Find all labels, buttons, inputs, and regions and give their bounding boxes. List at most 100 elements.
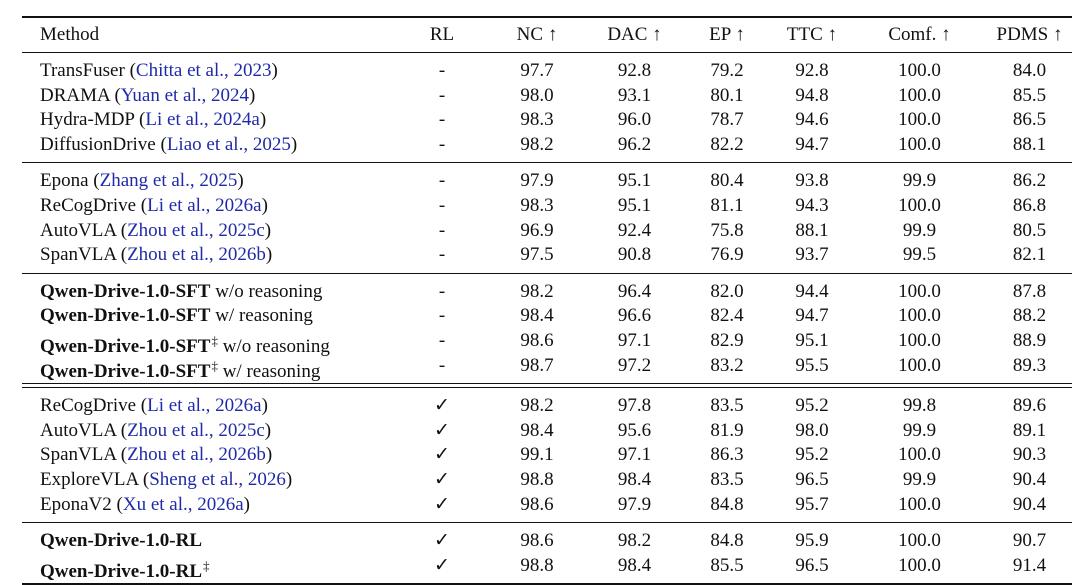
citation-link[interactable]: Zhou et al., 2026b — [127, 444, 266, 466]
cell-ep: 82.0 — [710, 280, 744, 302]
cell-dac: 97.2 — [617, 354, 652, 376]
cell-ep: 80.4 — [710, 170, 744, 192]
cell-rl: - — [438, 133, 446, 155]
method-cell: Qwen-Drive-1.0-SFT w/o reasoning — [40, 280, 322, 305]
table-row: Qwen-Drive-1.0-SFT w/ reasoning - 98.4 96.6… — [22, 304, 1072, 329]
group-separator-rule — [22, 52, 1072, 53]
citation-link[interactable]: Yuan et al., 2024 — [120, 84, 249, 106]
citation-link[interactable]: Chitta et al., 2023 — [135, 60, 272, 81]
cell-nc: 97.9 — [520, 170, 554, 192]
citation-link[interactable]: Sheng et al., 2026 — [149, 468, 286, 490]
group-separator-rule — [22, 162, 1072, 164]
cell-rl: - — [438, 84, 446, 106]
header-row: Method RL NC ↑ DAC ↑ EP ↑ TTC ↑ Comf. ↑ … — [22, 18, 1072, 52]
cell-pdms: 90.3 — [1012, 444, 1047, 466]
cell-pdms: 88.9 — [1012, 329, 1047, 351]
method-cell: ReCogDrive (Li et al., 2026a) — [40, 194, 268, 216]
table-row: SpanVLA (Zhou et al., 2026b) ✓ 99.1 97.1 86.… — [22, 443, 1072, 468]
results-table: Method RL NC ↑ DAC ↑ EP ↑ TTC ↑ Comf. ↑ … — [22, 16, 1072, 585]
cell-ep: 83.2 — [710, 354, 744, 376]
cell-nc: 98.3 — [520, 194, 554, 216]
cell-dac: 98.4 — [617, 554, 652, 576]
cell-pdms: 90.4 — [1012, 493, 1047, 515]
citation-link[interactable]: Zhang et al., 2025 — [99, 170, 238, 192]
cell-dac: 96.2 — [617, 133, 652, 155]
table-row: SpanVLA (Zhou et al., 2026b) - 97.5 90.8 76.… — [22, 243, 1072, 268]
group-separator-rule — [22, 522, 1072, 524]
table-row: DRAMA (Yuan et al., 2024) - 98.0 93.1 80.1 94… — [22, 84, 1072, 109]
cell-dac: 93.1 — [617, 84, 652, 106]
header-dac: DAC ↑ — [607, 24, 662, 45]
cell-comf: 99.9 — [902, 219, 937, 241]
method-name: SpanVLA — [40, 444, 116, 466]
cell-rl: - — [438, 170, 446, 192]
method-cell: SpanVLA (Zhou et al., 2026b) — [40, 244, 273, 266]
citation-link[interactable]: Zhou et al., 2025c — [127, 219, 265, 241]
table-row: TransFuser (Chitta et al., 2023) - 97.7 92.… — [22, 59, 1072, 84]
cell-ttc: 94.8 — [795, 84, 829, 106]
cell-ttc: 94.7 — [795, 133, 829, 155]
cell-ep: 82.2 — [710, 133, 744, 155]
cell-ep: 80.1 — [710, 84, 744, 106]
cell-ep: 84.8 — [710, 530, 744, 552]
cell-ep: 75.8 — [710, 219, 744, 241]
cell-ep: 82.9 — [710, 329, 744, 351]
method-name: Qwen-Drive-1.0-SFT — [40, 280, 211, 302]
method-cell: Qwen-Drive-1.0-RL — [40, 529, 202, 554]
cell-rl: ✓ — [434, 444, 450, 466]
cell-comf: 100.0 — [898, 133, 941, 155]
cell-pdms: 88.2 — [1012, 305, 1047, 327]
cell-nc: 98.4 — [520, 419, 554, 441]
cell-comf: 100.0 — [898, 84, 941, 106]
cell-ttc: 93.8 — [795, 170, 829, 192]
citation-link[interactable]: Zhou et al., 2025c — [127, 419, 265, 441]
header-method: Method — [40, 24, 100, 45]
citation-link[interactable]: Li et al., 2024a — [145, 109, 260, 131]
cell-nc: 98.8 — [520, 468, 554, 490]
cell-comf: 100.0 — [898, 329, 941, 351]
citation-link[interactable]: Li et al., 2026a — [147, 194, 262, 216]
method-name: DRAMA — [40, 84, 110, 106]
cell-ttc: 94.6 — [795, 109, 829, 131]
citation-link[interactable]: Liao et al., 2025 — [166, 133, 291, 155]
cell-dac: 97.1 — [617, 329, 652, 351]
method-name: ReCogDrive — [40, 395, 137, 417]
citation-link[interactable]: Xu et al., 2026a — [122, 493, 244, 515]
method-name: Qwen-Drive-1.0-SFT — [40, 360, 211, 382]
cell-nc: 98.2 — [520, 280, 554, 302]
cell-comf: 99.5 — [902, 244, 937, 266]
method-cell: Qwen-Drive-1.0-SFT‡ w/ reasoning — [40, 354, 320, 385]
citation-link[interactable]: Li et al., 2026a — [147, 395, 262, 417]
cell-nc: 98.6 — [520, 493, 554, 515]
cell-dac: 97.8 — [617, 395, 652, 417]
cell-ep: 81.1 — [710, 194, 744, 216]
table-row: ReCogDrive (Li et al., 2026a) ✓ 98.2 97.8 83… — [22, 394, 1072, 419]
cell-rl: - — [438, 219, 446, 241]
method-name: ExploreVLA — [40, 468, 139, 490]
method-cell: SpanVLA (Zhou et al., 2026b) — [40, 444, 273, 466]
cell-rl: - — [438, 329, 446, 351]
cell-dac: 96.0 — [617, 109, 652, 131]
header-ep: EP ↑ — [709, 24, 745, 45]
citation-link[interactable]: Zhou et al., 2026b — [127, 244, 266, 266]
cell-rl: - — [438, 60, 446, 81]
cell-dac: 92.8 — [617, 60, 652, 81]
cell-ep: 83.5 — [710, 468, 744, 490]
cell-ttc: 95.2 — [795, 444, 829, 466]
method-name: AutoVLA — [40, 419, 116, 441]
cell-ttc: 88.1 — [795, 219, 829, 241]
table-body: TransFuser (Chitta et al., 2023) - 97.7 92.… — [22, 52, 1072, 585]
method-variant: w/ reasoning — [222, 360, 321, 382]
cell-comf: 100.0 — [898, 554, 941, 576]
cell-dac: 97.9 — [617, 493, 652, 515]
cell-ttc: 92.8 — [795, 60, 829, 81]
cell-ttc: 95.5 — [795, 354, 829, 376]
table-row: Hydra-MDP (Li et al., 2024a) - 98.3 96.0 78.… — [22, 108, 1072, 133]
cell-dac: 98.2 — [617, 530, 652, 552]
method-cell: Qwen-Drive-1.0-SFT‡ w/o reasoning — [40, 329, 330, 360]
cell-nc: 98.2 — [520, 133, 554, 155]
cell-dac: 95.1 — [617, 194, 652, 216]
cell-pdms: 82.1 — [1012, 244, 1047, 266]
cell-dac: 97.1 — [617, 444, 652, 466]
cell-ttc: 95.1 — [795, 329, 829, 351]
